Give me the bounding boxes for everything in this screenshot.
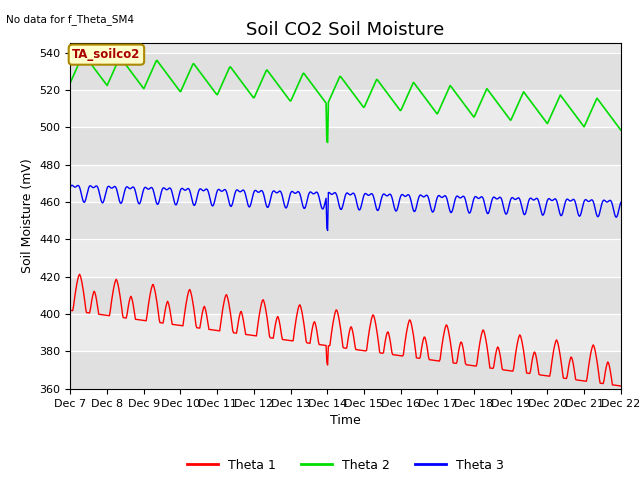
Bar [70,52,621,90]
X-axis label: Time: Time [330,414,361,427]
Text: No data for f_Theta_SM4: No data for f_Theta_SM4 [6,14,134,25]
Y-axis label: Soil Moisture (mV): Soil Moisture (mV) [21,158,34,274]
Bar [70,165,621,202]
Bar [70,202,621,240]
Title: Soil CO2 Soil Moisture: Soil CO2 Soil Moisture [246,21,445,39]
Bar [70,127,621,165]
Legend: Theta 1, Theta 2, Theta 3: Theta 1, Theta 2, Theta 3 [182,454,509,477]
Text: TA_soilco2: TA_soilco2 [72,48,141,61]
Bar [70,314,621,351]
Bar [70,240,621,276]
Bar [70,276,621,314]
Bar [70,351,621,389]
Bar [70,90,621,127]
